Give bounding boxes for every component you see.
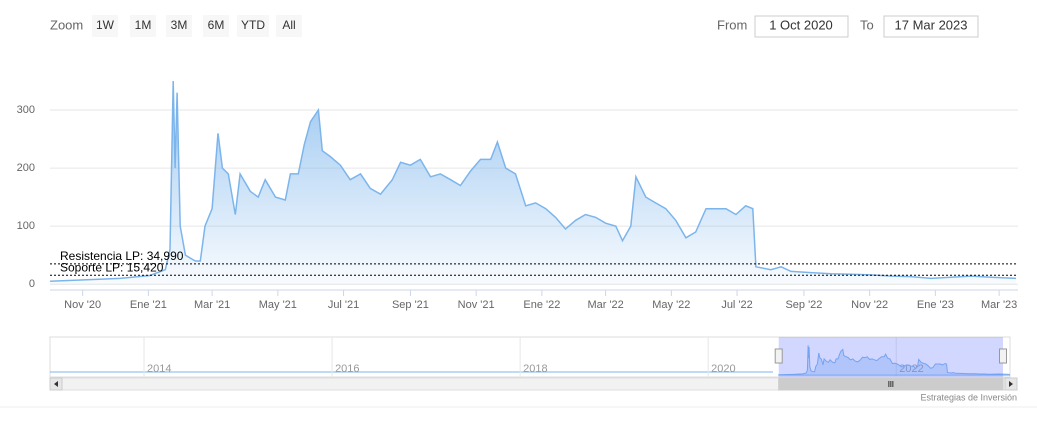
zoom-button-label[interactable]: 1M bbox=[135, 18, 152, 32]
zoom-button[interactable]: YTD bbox=[237, 15, 269, 37]
area-line bbox=[49, 80, 1017, 283]
navigator-tick-label: 2014 bbox=[147, 363, 171, 375]
plot-line-label: Soporte LP: 15,420 bbox=[60, 260, 164, 274]
y-tick-label: 300 bbox=[17, 104, 35, 116]
to-label: To bbox=[860, 17, 874, 32]
x-tick-label: Nov '22 bbox=[851, 299, 888, 311]
zoom-button[interactable]: 1M bbox=[130, 15, 156, 37]
from-label: From bbox=[717, 17, 747, 32]
navigator-frame bbox=[49, 336, 1011, 378]
x-tick-label: Mar '21 bbox=[194, 299, 230, 311]
credit: Estrategias de Inversión bbox=[920, 392, 1017, 402]
x-tick-label: Ene '21 bbox=[130, 299, 167, 311]
to-value[interactable]: 17 Mar 2023 bbox=[895, 17, 968, 32]
y-tick-label: 200 bbox=[17, 162, 35, 174]
navigator-tick-label: 2018 bbox=[523, 363, 547, 375]
y-tick-label: 0 bbox=[29, 278, 35, 290]
zoom-button[interactable]: 3M bbox=[166, 15, 192, 37]
x-tick-label: Ene '22 bbox=[523, 299, 560, 311]
x-tick-label: Nov '21 bbox=[458, 299, 495, 311]
zoom-button-label[interactable]: All bbox=[282, 18, 295, 32]
zoom-button-bg[interactable] bbox=[203, 15, 229, 37]
navigator-handle[interactable] bbox=[999, 348, 1007, 364]
zoom-button-bg[interactable] bbox=[92, 15, 118, 37]
x-tick-label: Mar '23 bbox=[981, 299, 1017, 311]
zoom-button-bg[interactable] bbox=[130, 15, 156, 37]
zoom-button-label[interactable]: YTD bbox=[241, 18, 265, 32]
zoom-button-label[interactable]: 6M bbox=[208, 18, 225, 32]
zoom-button-label[interactable]: 1W bbox=[96, 18, 115, 32]
x-tick-label: Jul '21 bbox=[328, 299, 359, 311]
zoom-button[interactable]: 6M bbox=[203, 15, 229, 37]
zoom-button-bg[interactable] bbox=[276, 15, 302, 37]
navigator-area bbox=[778, 345, 1011, 376]
y-tick-label: 100 bbox=[17, 220, 35, 232]
zoom-button-bg[interactable] bbox=[166, 15, 192, 37]
arrow-icon bbox=[54, 381, 58, 387]
from-input[interactable] bbox=[754, 15, 849, 38]
navigator-mask bbox=[778, 337, 1003, 377]
x-tick-label: Nov '20 bbox=[64, 299, 101, 311]
navigator-handle[interactable] bbox=[774, 348, 783, 364]
zoom-button-bg[interactable] bbox=[237, 15, 269, 37]
to-input[interactable] bbox=[883, 15, 979, 38]
x-tick-label: Jul '22 bbox=[721, 299, 752, 311]
x-tick-label: Sep '22 bbox=[785, 299, 822, 311]
plot-line-label: Resistencia LP: 34,990 bbox=[60, 249, 184, 263]
zoom-button-label[interactable]: 3M bbox=[171, 18, 188, 32]
from-value[interactable]: 1 Oct 2020 bbox=[769, 17, 833, 32]
area-fill bbox=[50, 81, 1017, 285]
zoom-button[interactable]: All bbox=[276, 15, 302, 37]
arrow-icon bbox=[1009, 381, 1013, 387]
x-tick-label: Ene '23 bbox=[917, 299, 954, 311]
zoom-label: Zoom bbox=[50, 17, 83, 32]
x-tick-label: May '22 bbox=[652, 299, 690, 311]
x-tick-label: Sep '21 bbox=[392, 299, 429, 311]
x-tick-label: May '21 bbox=[259, 299, 297, 311]
zoom-button[interactable]: 1W bbox=[92, 15, 118, 37]
navigator-tick-label: 2016 bbox=[335, 363, 359, 375]
x-tick-label: Mar '22 bbox=[587, 299, 623, 311]
navigator-tick-label: 2020 bbox=[711, 363, 735, 375]
